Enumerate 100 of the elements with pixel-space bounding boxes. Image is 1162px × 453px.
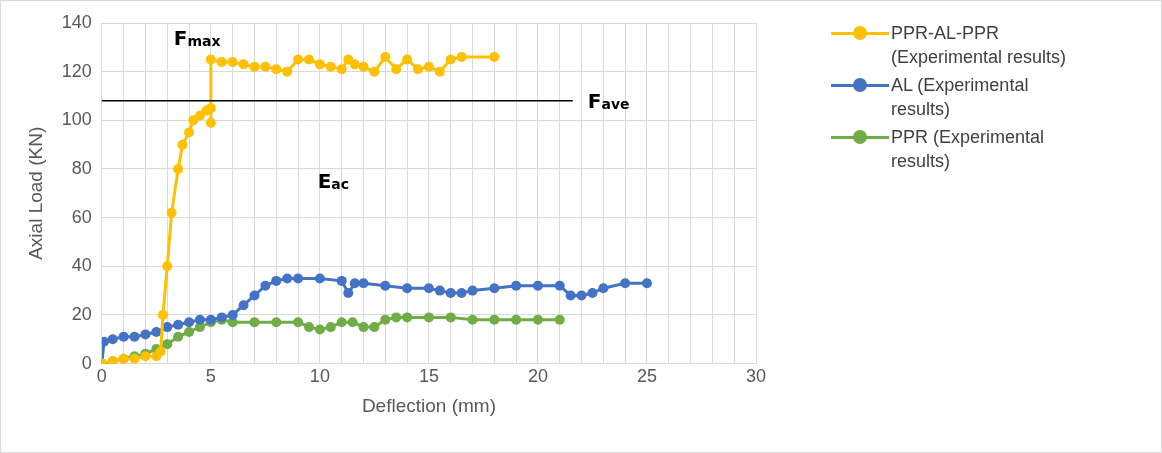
point [205, 117, 216, 128]
point [227, 56, 238, 67]
point [216, 56, 227, 67]
point [118, 331, 129, 342]
point [489, 283, 500, 294]
point [445, 312, 456, 323]
y-tick-label: 80 [71, 157, 92, 178]
point [445, 288, 456, 299]
point [101, 336, 110, 347]
y-tick-label: 0 [81, 352, 92, 373]
point [155, 346, 166, 357]
point [347, 317, 358, 328]
point [489, 52, 500, 63]
point [641, 278, 652, 289]
point [336, 64, 347, 75]
point [402, 54, 413, 65]
point [194, 314, 205, 325]
point [314, 59, 325, 70]
point [380, 280, 391, 291]
point [325, 61, 336, 72]
point [380, 52, 391, 63]
point [107, 334, 118, 345]
point [380, 314, 391, 325]
point [166, 207, 177, 218]
point [402, 312, 413, 323]
point [184, 317, 195, 328]
point [532, 280, 543, 291]
point [293, 273, 304, 284]
point [511, 280, 522, 291]
legend-label: AL (Experimental results) [891, 74, 1030, 121]
x-tick-label: 30 [745, 366, 767, 387]
point [271, 64, 282, 75]
point [434, 66, 445, 77]
point [423, 61, 434, 72]
point [162, 261, 173, 272]
point [157, 309, 168, 320]
ref-line-label: Fave [587, 89, 630, 114]
x-tick-label: 20 [527, 366, 548, 387]
x-tick-label: 25 [636, 366, 657, 387]
point [598, 283, 609, 294]
point [358, 278, 369, 289]
point [314, 324, 325, 335]
point [293, 317, 304, 328]
point [456, 52, 467, 63]
point [358, 61, 369, 72]
y-axis-title: Axial Load (KN) [24, 126, 46, 260]
point [282, 66, 293, 77]
point [162, 339, 173, 350]
point [303, 322, 314, 333]
point [336, 317, 347, 328]
point [343, 54, 354, 65]
point [205, 54, 216, 65]
point [423, 283, 434, 294]
y-tick-label: 40 [71, 255, 92, 276]
point [249, 61, 260, 72]
point [369, 322, 380, 333]
point [456, 288, 467, 299]
point [293, 54, 304, 65]
y-tick-label: 100 [61, 109, 92, 130]
point [151, 326, 162, 337]
point [282, 273, 293, 284]
point [413, 64, 424, 75]
point [358, 322, 369, 333]
point [184, 326, 195, 337]
point [336, 275, 347, 286]
point [238, 59, 249, 70]
point [227, 309, 238, 320]
point [173, 331, 184, 342]
point [129, 331, 140, 342]
y-tick-label: 120 [61, 60, 92, 81]
point [349, 278, 360, 289]
point [260, 280, 271, 291]
point [391, 312, 402, 323]
point [511, 314, 522, 325]
legend-label: PPR-AL-PPR (Experimental results) [891, 22, 1068, 69]
point [532, 314, 543, 325]
point [576, 290, 587, 301]
point [173, 163, 184, 174]
point [271, 317, 282, 328]
y-tick-label: 20 [71, 303, 92, 324]
point [205, 103, 216, 114]
point [140, 329, 151, 340]
point [194, 110, 205, 121]
point [238, 300, 249, 311]
point [587, 288, 598, 299]
x-tick-label: 5 [205, 366, 216, 387]
point [184, 127, 195, 138]
point [271, 275, 282, 286]
legend-label: PPR (Experimental results) [891, 126, 1046, 173]
y-tick-label: 60 [71, 206, 92, 227]
point [343, 288, 354, 299]
x-axis-title: Deflection (mm) [361, 394, 496, 416]
point [249, 290, 260, 301]
point [391, 64, 402, 75]
point [325, 322, 336, 333]
point [349, 59, 360, 70]
point [467, 285, 478, 296]
point [489, 314, 500, 325]
point [434, 285, 445, 296]
point [177, 139, 188, 150]
